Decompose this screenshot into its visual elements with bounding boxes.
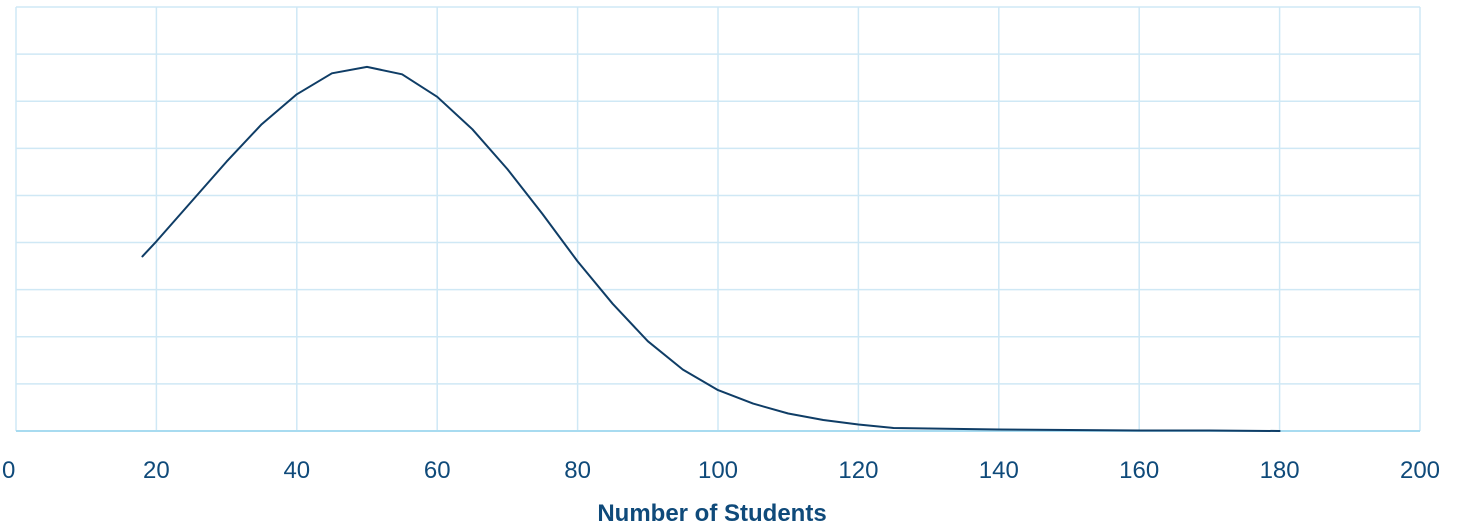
x-tick-labels: 0 20 40 60 80 100 120 140 160 180 200 [2, 457, 1440, 484]
x-tick-label-160: 160 [1119, 457, 1159, 484]
x-tick-label-180: 180 [1260, 457, 1300, 484]
grid [15, 6, 1421, 431]
x-axis-title: Number of Students [597, 500, 826, 527]
x-tick-label-0: 0 [2, 457, 15, 484]
x-tick-label-40: 40 [283, 457, 310, 484]
x-tick-label-60: 60 [424, 457, 451, 484]
x-tick-label-120: 120 [838, 457, 878, 484]
x-tick-label-20: 20 [143, 457, 170, 484]
series-line-0 [141, 65, 1281, 432]
x-tick-label-140: 140 [979, 457, 1019, 484]
x-tick-label-100: 100 [698, 457, 738, 484]
series-layer [141, 65, 1281, 432]
x-tick-label-80: 80 [564, 457, 591, 484]
x-tick-label-200: 200 [1400, 457, 1440, 484]
